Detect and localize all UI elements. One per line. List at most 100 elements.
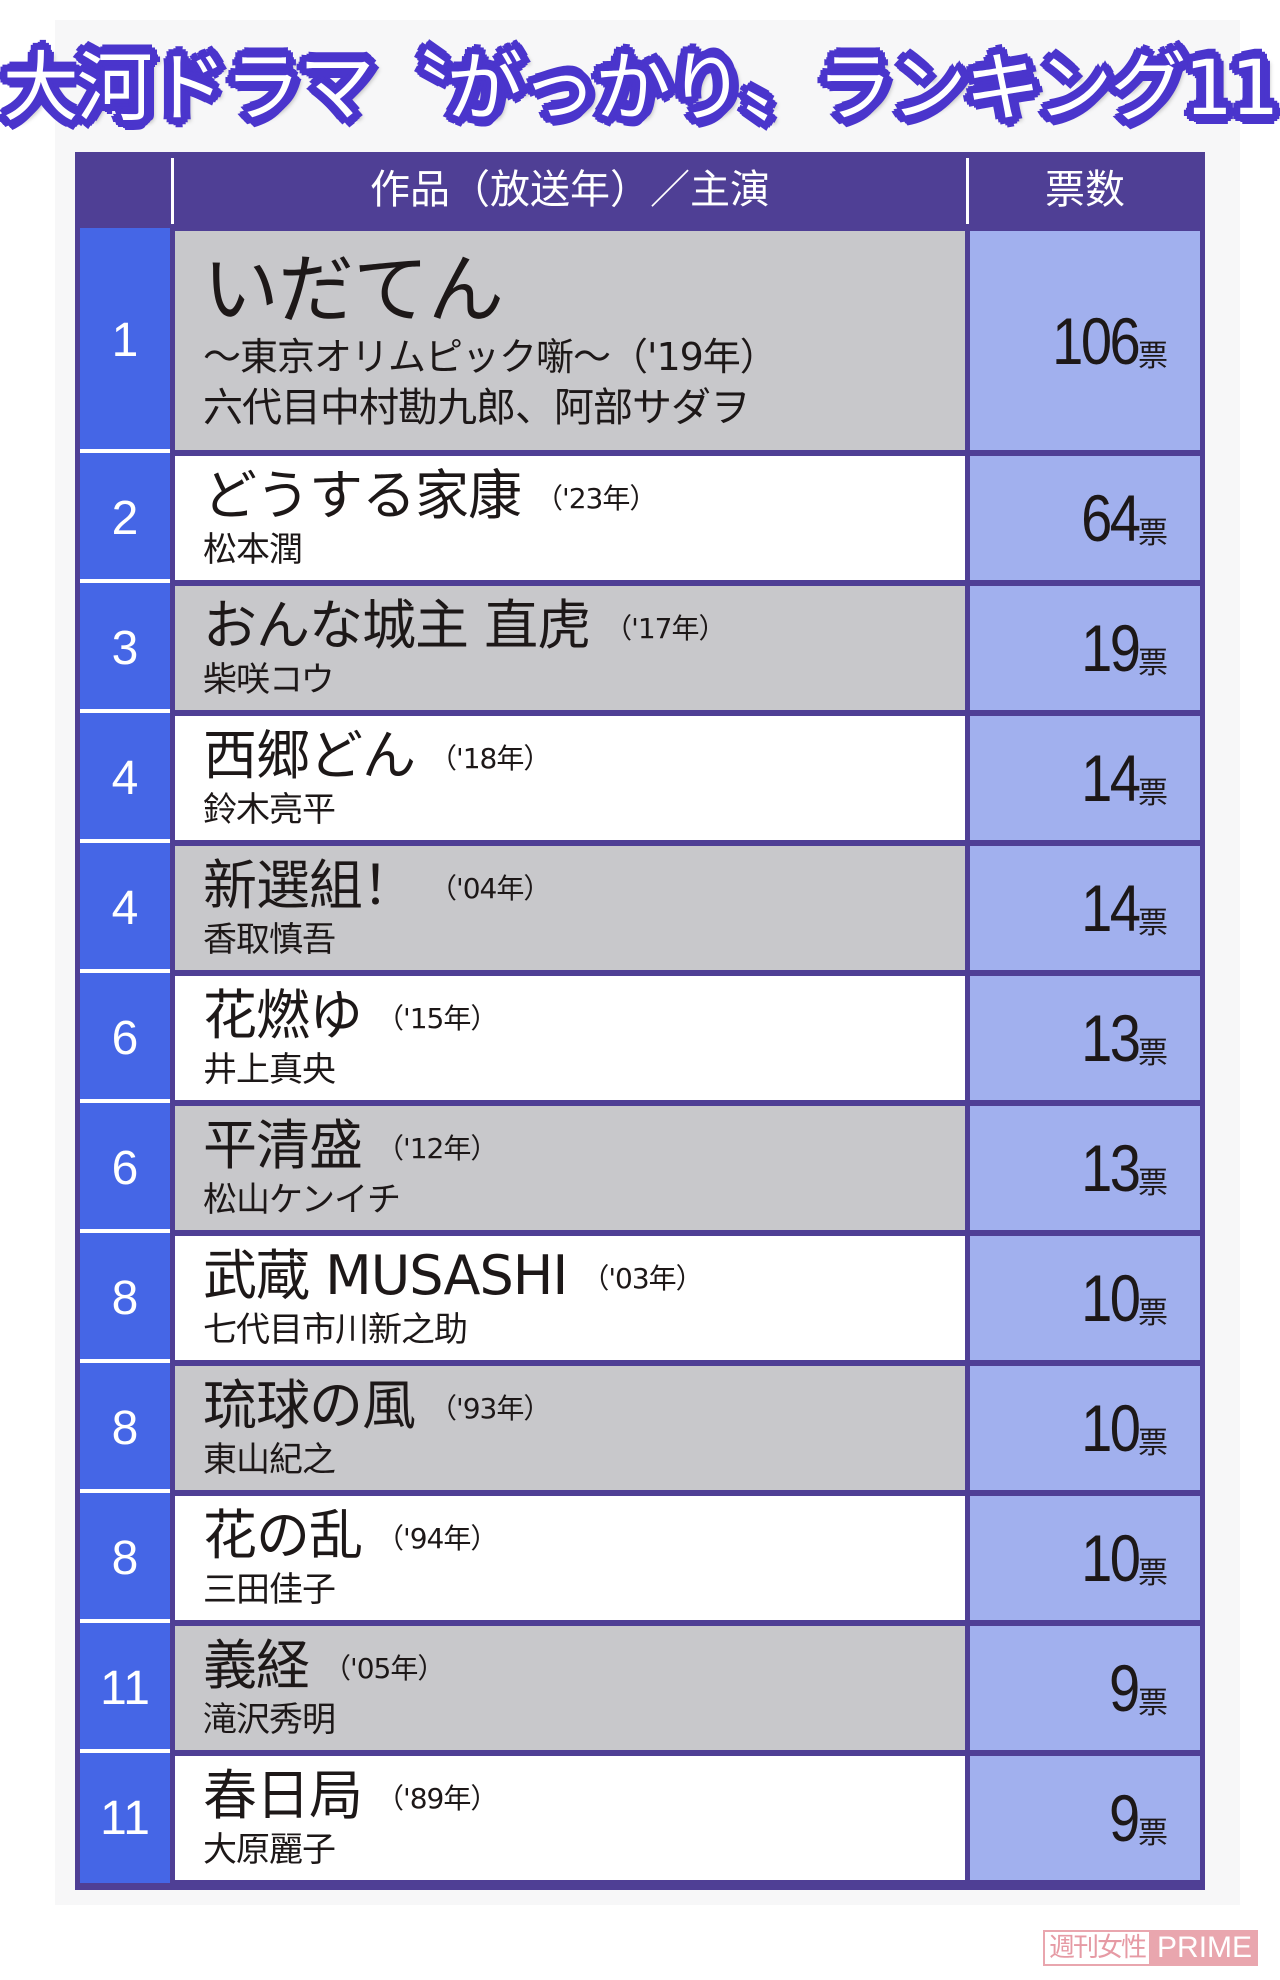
table-row: 3 おんな城主 直虎 （'17年） 柴咲コウ 19 票 [75,579,1205,713]
table-row: 11 義経 （'05年） 滝沢秀明 9 票 [75,1619,1205,1753]
lead-cast: 七代目市川新之助 [203,1309,468,1350]
vote-unit: 票 [1138,646,1168,681]
row-divider [80,579,170,583]
vote-count: 14 [1080,741,1141,815]
work-title: 義経 [203,1633,310,1697]
lead-cast: 松本潤 [203,529,303,570]
vote-unit: 票 [1138,1686,1168,1721]
vote-count: 64 [1080,481,1141,555]
row-divider [80,1619,170,1623]
row-divider [80,839,170,843]
work-cell: 花の乱 （'94年） 三田佳子 [175,1496,965,1620]
lead-cast: 三田佳子 [203,1569,336,1610]
broadcast-year: （'03年） [581,1261,703,1295]
row-divider [80,709,170,713]
row-divider [80,1359,170,1363]
vote-count: 14 [1080,871,1141,945]
lead-cast: 柴咲コウ [203,659,335,700]
work-title: いだてん [203,244,504,334]
table-header: 作品（放送年）／主演 票数 [75,152,1205,228]
work-cell: 新選組！ （'04年） 香取慎吾 [175,846,965,970]
vote-unit: 票 [1138,516,1168,551]
table-row: 6 平清盛 （'12年） 松山ケンイチ 13 票 [75,1099,1205,1233]
table-row: 4 新選組！ （'04年） 香取慎吾 14 票 [75,839,1205,973]
votes-cell: 19 票 [970,586,1200,710]
rank-cell: 8 [80,1363,170,1493]
row-divider [80,1749,170,1753]
lead-cast: 滝沢秀明 [203,1699,336,1740]
lead-cast: 香取慎吾 [203,919,336,960]
vote-unit: 票 [1138,1036,1168,1071]
vote-unit: 票 [1138,906,1168,941]
broadcast-year: （'89年） [376,1781,498,1815]
lead-cast: 松山ケンイチ [203,1179,401,1220]
votes-cell: 13 票 [970,1106,1200,1230]
work-title: どうする家康 [203,463,522,527]
vote-unit: 票 [1138,1426,1168,1461]
lead-cast: 東山紀之 [203,1439,336,1480]
rank-cell: 4 [80,843,170,973]
rank-cell: 11 [80,1623,170,1753]
broadcast-year: （'93年） [429,1391,551,1425]
lead-cast: 鈴木亮平 [203,789,336,830]
work-title: 平清盛 [203,1113,363,1177]
votes-cell: 14 票 [970,846,1200,970]
rank-cell: 8 [80,1233,170,1363]
broadcast-year: （'94年） [376,1521,498,1555]
rank-cell: 3 [80,583,170,713]
votes-cell: 14 票 [970,716,1200,840]
work-subtitle: 〜東京オリムピック噺〜（'19年） [203,334,778,379]
table-row: 8 武蔵 MUSASHI （'03年） 七代目市川新之助 10 票 [75,1229,1205,1363]
broadcast-year: （'17年） [604,611,726,645]
broadcast-year: （'12年） [376,1131,498,1165]
vote-unit: 票 [1138,1166,1168,1201]
vote-unit: 票 [1138,1556,1168,1591]
broadcast-year: （'05年） [323,1651,445,1685]
work-cell: いだてん 〜東京オリムピック噺〜（'19年） 六代目中村勘九郎、阿部サダヲ [175,231,965,450]
work-title: おんな城主 直虎 [203,593,591,657]
lead-cast: 大原麗子 [203,1829,336,1870]
table-row: 1 いだてん 〜東京オリムピック噺〜（'19年） 六代目中村勘九郎、阿部サダヲ 106 票 [75,228,1205,453]
vote-unit: 票 [1138,1816,1168,1851]
vote-unit: 票 [1138,1296,1168,1331]
table-row: 8 花の乱 （'94年） 三田佳子 10 票 [75,1489,1205,1623]
votes-cell: 106 票 [970,231,1200,450]
work-title: 琉球の風 [203,1373,416,1437]
work-cell: 花燃ゆ （'15年） 井上真央 [175,976,965,1100]
ranking-title: 大河ドラマ〝がっかり〟ランキング11 [2,43,1279,132]
vote-count: 106 [1052,303,1141,378]
broadcast-year: （'15年） [376,1001,498,1035]
rank-cell: 1 [80,228,170,453]
work-cell: 義経 （'05年） 滝沢秀明 [175,1626,965,1750]
row-divider [80,969,170,973]
vote-count: 10 [1080,1391,1141,1465]
table-row: 6 花燃ゆ （'15年） 井上真央 13 票 [75,969,1205,1103]
vote-unit: 票 [1138,776,1168,811]
logo-right: PRIME [1151,1930,1259,1966]
rank-cell: 11 [80,1753,170,1883]
work-cell: どうする家康 （'23年） 松本潤 [175,456,965,580]
table-row: 11 春日局 （'89年） 大原麗子 9 票 [75,1749,1205,1883]
vote-count: 9 [1109,1781,1140,1855]
row-divider [80,449,170,453]
lead-cast: 六代目中村勘九郎、阿部サダヲ [203,384,750,431]
table-row: 8 琉球の風 （'93年） 東山紀之 10 票 [75,1359,1205,1493]
work-title: 西郷どん [203,723,416,787]
table-row: 2 どうする家康 （'23年） 松本潤 64 票 [75,449,1205,583]
votes-cell: 10 票 [970,1366,1200,1490]
vote-count: 9 [1109,1651,1140,1725]
work-title: 武蔵 MUSASHI [203,1243,568,1307]
work-cell: おんな城主 直虎 （'17年） 柴咲コウ [175,586,965,710]
row-divider [80,1229,170,1233]
rank-cell: 2 [80,453,170,583]
votes-cell: 10 票 [970,1496,1200,1620]
work-cell: 平清盛 （'12年） 松山ケンイチ [175,1106,965,1230]
vote-count: 13 [1080,1131,1141,1205]
vote-count: 19 [1080,611,1141,685]
header-divider [966,158,969,224]
rank-cell: 6 [80,973,170,1103]
header-work: 作品（放送年）／主演 [370,167,770,213]
rank-cell: 6 [80,1103,170,1233]
